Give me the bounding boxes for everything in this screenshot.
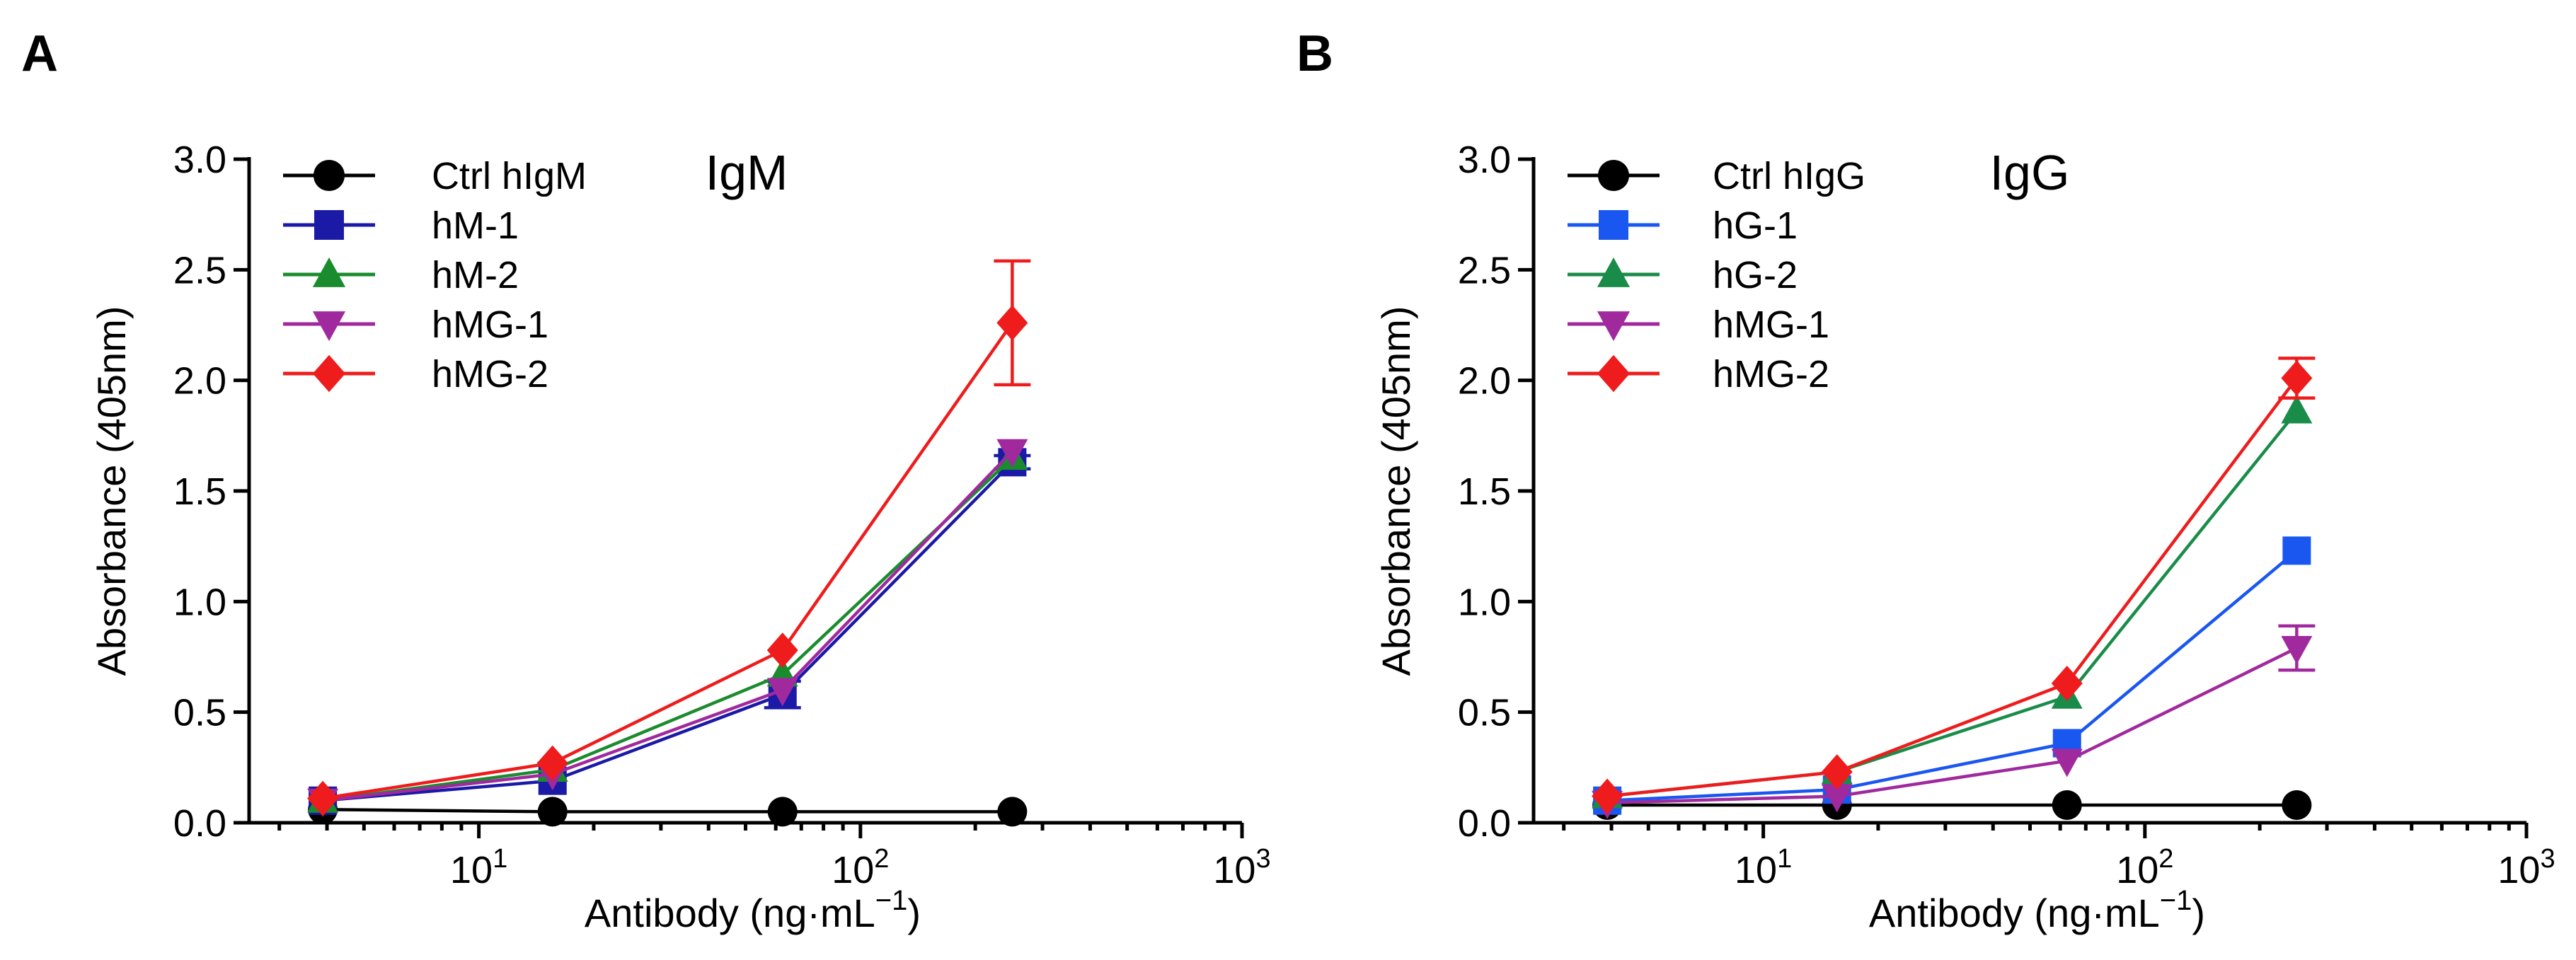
legend-marker — [312, 354, 346, 393]
x-axis-title: Antibody (ng·mL−1) — [1869, 885, 2205, 935]
y-tick-label: 0.5 — [173, 692, 226, 734]
y-tick-label: 2.0 — [1458, 360, 1511, 403]
y-tick-label: 1.0 — [173, 581, 226, 623]
x-tick-label: 101 — [450, 844, 507, 891]
legend-marker — [1597, 354, 1631, 393]
legend-label: hMG-1 — [1713, 303, 1829, 346]
legend-marker — [312, 311, 346, 342]
x-axis-title: Antibody (ng·mL−1) — [585, 885, 921, 935]
data-point — [767, 797, 798, 827]
y-tick-label: 3.0 — [1458, 139, 1511, 181]
x-tick-label: 102 — [2116, 844, 2173, 891]
legend-marker — [1597, 311, 1631, 342]
data-point — [996, 439, 1028, 468]
data-point — [2281, 635, 2313, 664]
legend-label: hM-1 — [432, 204, 519, 247]
data-point — [2281, 395, 2313, 424]
series-line — [322, 450, 1013, 802]
series-line — [1606, 377, 2299, 798]
y-tick-label: 1.5 — [1458, 470, 1511, 513]
data-point — [2282, 536, 2311, 565]
legend-marker — [1597, 257, 1631, 287]
series-line — [322, 461, 1013, 802]
data-point — [536, 745, 568, 781]
data-point — [2281, 360, 2313, 396]
panel-label: A — [21, 25, 58, 82]
data-point — [2052, 790, 2082, 820]
x-tick-label: 103 — [1213, 844, 1270, 891]
legend-marker — [312, 257, 346, 287]
data-point — [766, 678, 798, 707]
y-axis-title: Absorbance (405nm) — [89, 306, 134, 676]
legend-marker — [314, 210, 344, 240]
legend-marker — [1597, 159, 1630, 192]
series-line — [322, 456, 1013, 802]
y-tick-label: 2.0 — [173, 360, 226, 403]
data-point — [307, 780, 339, 816]
y-tick-label: 0.0 — [1458, 802, 1511, 845]
data-point — [1821, 754, 1853, 790]
data-point — [997, 797, 1028, 827]
legend-label: hMG-1 — [432, 303, 548, 346]
x-tick-label: 102 — [832, 844, 889, 891]
y-tick-label: 2.5 — [1458, 249, 1511, 291]
legend-marker — [1599, 210, 1628, 240]
series-line — [1607, 646, 2298, 805]
series-line — [1607, 549, 2298, 802]
panel-b: B 0.0 0.5 1.0 1.5 2.0 2.5 3.0 101 102 103 Antibody … — [1296, 25, 2555, 935]
data-point — [2282, 790, 2312, 820]
y-tick-label: 2.5 — [173, 249, 226, 291]
legend-label: Ctrl hIgM — [432, 155, 587, 197]
legend-label: Ctrl hIgG — [1713, 155, 1865, 197]
legend-label: hG-1 — [1713, 204, 1798, 247]
legend-label: hMG-2 — [432, 353, 548, 395]
legend-marker — [313, 159, 345, 192]
y-tick-label: 3.0 — [173, 139, 226, 181]
chart-title: IgG — [1990, 145, 2070, 200]
legend-label: hM-2 — [432, 254, 519, 296]
y-tick-label: 0.5 — [1458, 692, 1511, 734]
x-tick-label: 101 — [1735, 844, 1792, 891]
legend-label: hMG-2 — [1713, 353, 1829, 395]
data-point — [2051, 666, 2083, 702]
panel-a: A 0.0 0.5 1.0 1.5 2.0 2.5 3.0 101 102 103 Antibody … — [21, 25, 1271, 935]
panel-label: B — [1296, 25, 1333, 82]
data-point — [766, 632, 798, 669]
data-point — [1592, 778, 1623, 814]
y-tick-label: 1.5 — [173, 470, 226, 513]
y-tick-label: 0.0 — [173, 802, 226, 845]
x-tick-label: 103 — [2497, 844, 2555, 891]
series-line — [323, 807, 1013, 814]
series-line — [1606, 410, 2299, 798]
data-point — [537, 797, 568, 827]
legend-label: hG-2 — [1713, 254, 1798, 296]
data-point — [2051, 748, 2083, 777]
data-point — [996, 305, 1028, 341]
y-tick-label: 1.0 — [1458, 581, 1511, 623]
chart-title: IgM — [706, 145, 788, 200]
series-line — [322, 322, 1014, 800]
y-axis-title: Absorbance (405nm) — [1374, 306, 1418, 676]
data-point — [1821, 784, 1853, 813]
